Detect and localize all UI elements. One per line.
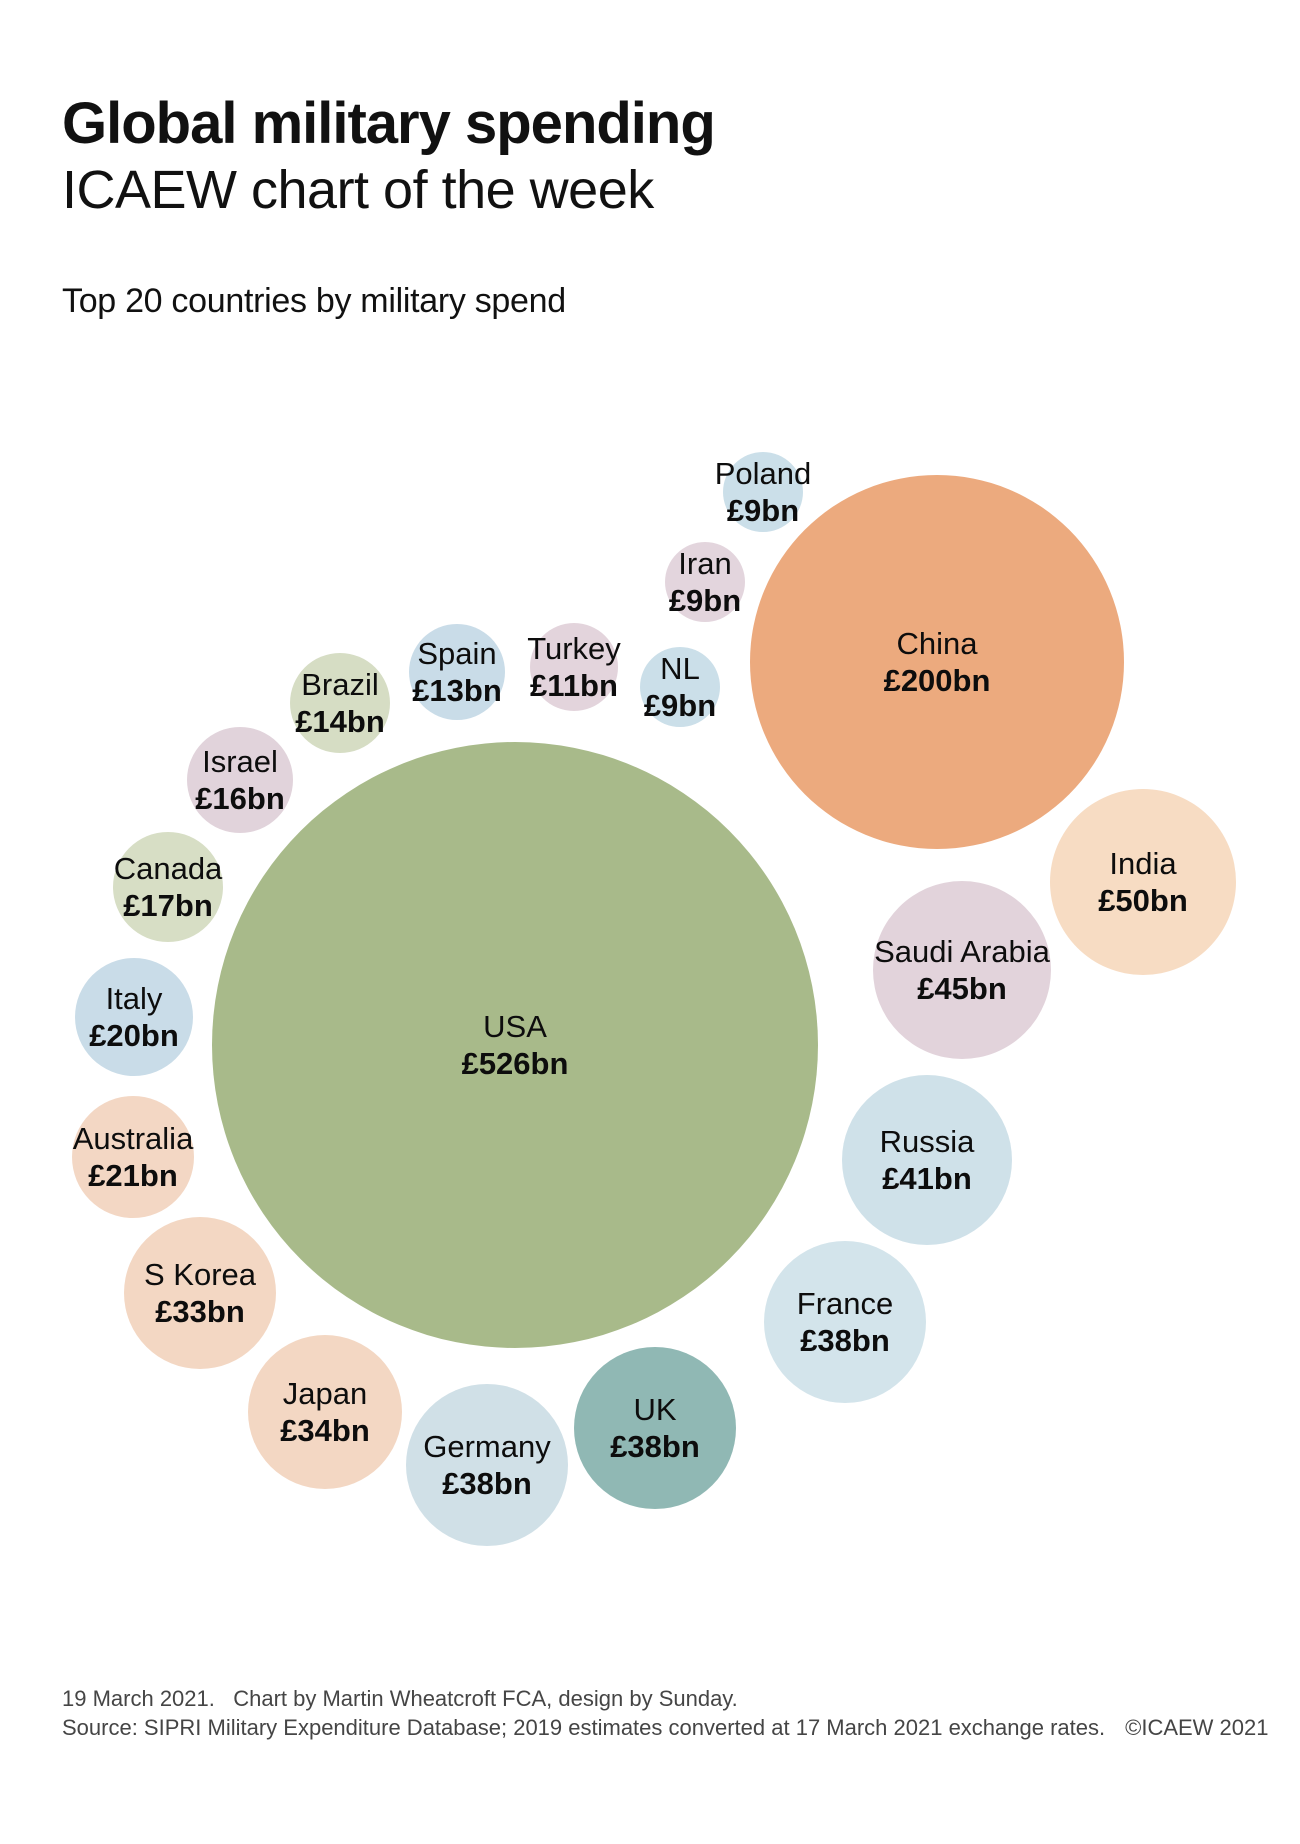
bubble-label: Japan £34bn [280,1375,370,1449]
bubble-value: £21bn [88,1158,178,1193]
bubble-label: NL £9bn [644,650,716,724]
bubble-turkey: Turkey £11bn [527,623,621,711]
bubble-country: France [796,1286,894,1321]
bubble-saudi-arabia: Saudi Arabia £45bn [873,881,1051,1059]
bubble-label: Russia £41bn [880,1123,975,1197]
footer-source-row: Source: SIPRI Military Expenditure Datab… [62,1713,1269,1742]
bubble-country: India [1109,846,1177,881]
bubble-canada: Canada £17bn [113,832,223,942]
bubble-japan: Japan £34bn [248,1335,402,1489]
bubble-country: Germany [423,1429,551,1464]
footer-copyright: ©ICAEW 2021 [1125,1715,1269,1740]
bubble-spain: Spain £13bn [409,624,505,720]
bubble-label: Canada £17bn [114,850,223,924]
bubble-label: USA £526bn [462,1008,569,1082]
bubble-value: £38bn [800,1323,890,1358]
bubble-france: France £38bn [764,1241,926,1403]
bubble-country: USA [483,1009,547,1044]
bubble-label: Poland £9bn [715,455,812,529]
bubble-country: Brazil [301,667,379,702]
bubble-label: Brazil £14bn [295,666,385,740]
bubble-value: £38bn [442,1466,532,1501]
bubble-value: £17bn [123,888,213,923]
bubble-label: Spain £13bn [412,635,502,709]
bubble-label: Israel £16bn [195,743,285,817]
bubble-label: Saudi Arabia £45bn [874,933,1050,1007]
bubble-country: Canada [113,851,223,886]
bubble-label: Italy £20bn [89,980,179,1054]
bubble-value: £45bn [917,971,1007,1006]
bubble-value: £13bn [412,673,502,708]
bubble-usa: USA £526bn [212,742,818,1348]
bubble-israel: Israel £16bn [187,727,293,833]
bubble-country: Japan [282,1376,368,1411]
bubble-country: Italy [105,981,163,1016]
bubble-country: China [896,626,978,661]
bubble-label: Germany £38bn [423,1428,550,1502]
bubble-australia: Australia £21bn [72,1096,194,1218]
footer-source: Source: SIPRI Military Expenditure Datab… [62,1715,1106,1740]
bubble-india: India £50bn [1050,789,1236,975]
bubble-country: Turkey [527,631,621,666]
bubble-label: Australia £21bn [73,1120,194,1194]
bubble-value: £50bn [1098,883,1188,918]
bubble-china: China £200bn [750,475,1124,849]
page-title: Global military spending [62,91,716,156]
bubble-country: Israel [202,744,278,779]
bubble-value: £9bn [726,493,800,528]
bubble-value: £34bn [280,1413,370,1448]
bubble-country: Saudi Arabia [874,934,1050,969]
bubble-value: £9bn [668,583,742,618]
bubble-label: Iran £9bn [669,545,741,619]
bubble-country: Poland [714,456,812,491]
bubble-country: Russia [879,1124,975,1159]
bubble-russia: Russia £41bn [842,1075,1012,1245]
bubble-value: £20bn [89,1018,179,1053]
bubble-label: Turkey £11bn [527,630,621,704]
bubble-label: France £38bn [797,1285,893,1359]
footer-credit: 19 March 2021. Chart by Martin Wheatcrof… [62,1686,738,1711]
bubble-country: NL [660,651,700,686]
bubble-country: Australia [72,1121,194,1156]
bubble-value: £11bn [530,668,618,703]
bubble-value: £41bn [882,1161,972,1196]
bubble-label: China £200bn [884,625,991,699]
bubble-value: £38bn [610,1429,700,1464]
bubble-iran: Iran £9bn [665,542,745,622]
bubble-country: S Korea [143,1257,257,1292]
page-subtitle: ICAEW chart of the week [62,160,654,220]
bubble-label: UK £38bn [610,1391,700,1465]
chart-description: Top 20 countries by military spend [62,282,566,320]
bubble-germany: Germany £38bn [406,1384,568,1546]
bubble-value: £14bn [295,704,385,739]
bubble-country: Iran [678,546,732,581]
bubble-value: £526bn [461,1046,569,1081]
bubble-value: £16bn [195,781,285,816]
bubble-value: £200bn [883,663,991,698]
bubble-country: Spain [417,636,497,671]
bubble-value: £9bn [643,688,717,723]
bubble-label: India £50bn [1098,845,1188,919]
bubble-value: £33bn [155,1294,245,1329]
bubble-nl: NL £9bn [640,647,720,727]
bubble-brazil: Brazil £14bn [290,653,390,753]
bubble-uk: UK £38bn [574,1347,736,1509]
bubble-country: UK [633,1392,677,1427]
bubble-s-korea: S Korea £33bn [124,1217,276,1369]
bubble-label: S Korea £33bn [144,1256,256,1330]
bubble-italy: Italy £20bn [75,958,193,1076]
bubble-poland: Poland £9bn [715,452,811,532]
